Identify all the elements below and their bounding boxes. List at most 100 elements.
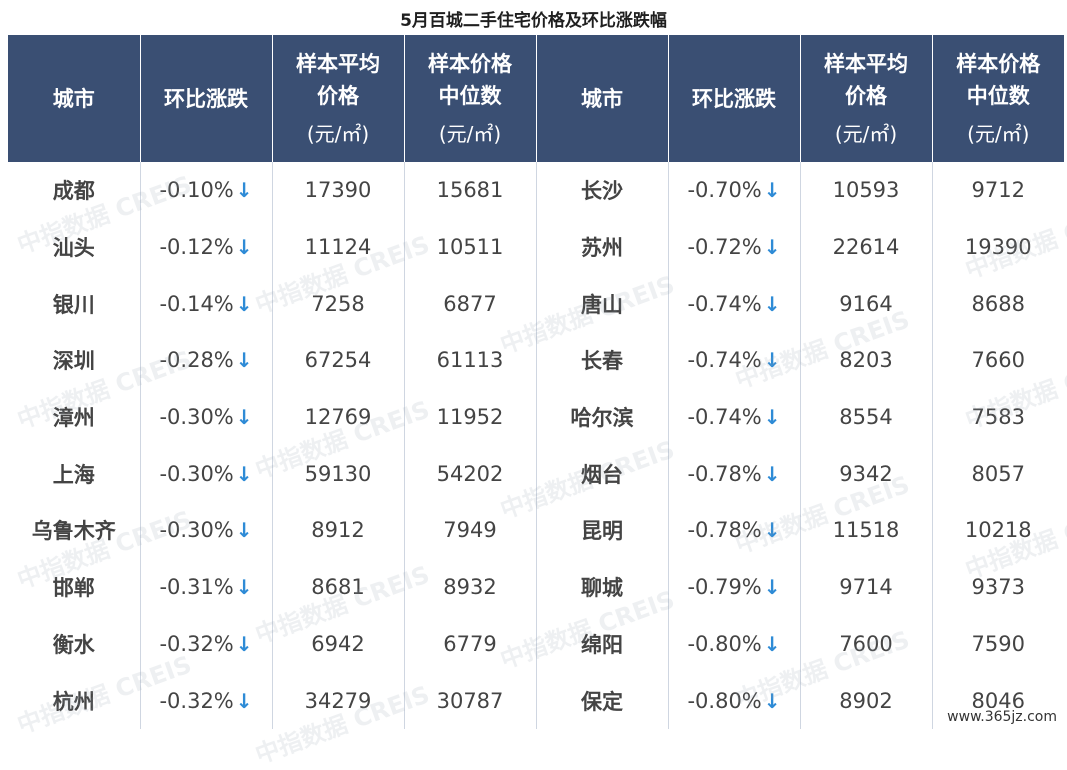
header-city-right: 城市: [536, 35, 669, 162]
down-arrow-icon: ↓: [235, 461, 253, 486]
city-cell: 乌鲁木齐: [8, 502, 141, 559]
city-cell: 长沙: [536, 162, 669, 219]
avg-price-cell: 6942: [272, 615, 405, 673]
change-value: -0.32%: [159, 688, 234, 713]
median-price-cell: 7590: [971, 631, 1025, 656]
down-arrow-icon: ↓: [235, 518, 253, 543]
avg-price-cell: 22614: [800, 218, 933, 276]
down-arrow-icon: ↓: [763, 518, 781, 543]
change-value: -0.74%: [687, 291, 762, 316]
change-value: -0.78%: [687, 518, 762, 543]
change-cell: -0.10% ↓: [140, 162, 273, 219]
down-arrow-icon: ↓: [763, 405, 781, 430]
median-price-cell: 7660: [971, 348, 1025, 373]
down-arrow-icon: ↓: [235, 291, 253, 316]
down-arrow-icon: ↓: [235, 178, 253, 203]
city-cell: 衡水: [8, 615, 141, 673]
city-cell: 长春: [536, 332, 669, 389]
change-cell: -0.74% ↓: [668, 388, 801, 446]
down-arrow-icon: ↓: [235, 631, 253, 656]
change-cell: -0.80% ↓: [668, 615, 801, 673]
median-price-cell: 7949: [404, 502, 537, 559]
down-arrow-icon: ↓: [763, 461, 781, 486]
header-median-left: 样本价格 中位数 (元/㎡): [404, 35, 537, 162]
header-change-right: 环比涨跌: [668, 35, 801, 162]
change-value: -0.30%: [159, 518, 234, 543]
avg-price-cell: 8554: [800, 388, 933, 446]
page-title: 5月百城二手住宅价格及环比涨跌幅: [400, 11, 667, 31]
avg-price-cell: 8902: [800, 672, 933, 729]
median-price-cell: 10218: [964, 518, 1032, 543]
price-table: 城市 环比涨跌 样本平均 价格 (元/㎡) 样本价格 中位数 (元/㎡) 城市 …: [8, 35, 1064, 729]
change-value: -0.80%: [687, 631, 762, 656]
change-cell: -0.79% ↓: [668, 558, 801, 616]
change-value: -0.10%: [159, 178, 234, 203]
down-arrow-icon: ↓: [235, 405, 253, 430]
median-price-cell: 6779: [404, 615, 537, 673]
change-cell: -0.32% ↓: [140, 615, 273, 673]
change-value: -0.74%: [687, 405, 762, 430]
table-row: 深圳 -0.28% ↓ 67254 61113 长春 -0.74% ↓ 8203 7660: [8, 332, 1064, 389]
table-row: 上海 -0.30% ↓ 59130 54202 烟台 -0.78% ↓ 9342 8057: [8, 445, 1064, 503]
avg-price-cell: 7600: [800, 615, 933, 673]
change-cell: -0.74% ↓: [668, 275, 801, 333]
city-cell: 汕头: [8, 218, 141, 276]
table-row: 银川 -0.14% ↓ 7258 6877 唐山 -0.74% ↓ 9164 8688: [8, 275, 1064, 333]
change-value: -0.72%: [687, 235, 762, 260]
header-city-left: 城市: [8, 35, 141, 162]
change-value: -0.80%: [687, 688, 762, 713]
change-cell: -0.72% ↓: [668, 218, 801, 276]
down-arrow-icon: ↓: [763, 575, 781, 600]
city-cell: 唐山: [536, 275, 669, 333]
change-cell: -0.70% ↓: [668, 162, 801, 219]
down-arrow-icon: ↓: [763, 178, 781, 203]
change-value: -0.30%: [159, 461, 234, 486]
table-row: 衡水 -0.32% ↓ 6942 6779 绵阳 -0.80% ↓ 7600 7590: [8, 615, 1064, 673]
avg-price-cell: 8912: [272, 502, 405, 559]
change-value: -0.79%: [687, 575, 762, 600]
median-price-cell: 61113: [404, 332, 537, 389]
down-arrow-icon: ↓: [763, 631, 781, 656]
city-cell: 哈尔滨: [536, 388, 669, 446]
table-row: 汕头 -0.12% ↓ 11124 10511 苏州 -0.72% ↓ 22614 19390: [8, 218, 1064, 276]
avg-price-cell: 34279: [272, 672, 405, 729]
median-price-cell: 10511: [404, 218, 537, 276]
median-price-cell: 9712: [971, 178, 1025, 203]
down-arrow-icon: ↓: [763, 348, 781, 373]
change-cell: -0.12% ↓: [140, 218, 273, 276]
table-row: 邯郸 -0.31% ↓ 8681 8932 聊城 -0.79% ↓ 9714 9373: [8, 558, 1064, 616]
down-arrow-icon: ↓: [235, 348, 253, 373]
avg-price-cell: 9342: [800, 445, 933, 503]
median-price-cell: 54202: [404, 445, 537, 503]
change-cell: -0.80% ↓: [668, 672, 801, 729]
change-cell: -0.74% ↓: [668, 332, 801, 389]
header-median-right: 样本价格 中位数 (元/㎡): [932, 35, 1064, 162]
change-value: -0.12%: [159, 235, 234, 260]
city-cell: 邯郸: [8, 558, 141, 616]
city-cell: 保定: [536, 672, 669, 729]
city-cell: 烟台: [536, 445, 669, 503]
city-cell: 成都: [8, 162, 141, 219]
avg-price-cell: 7258: [272, 275, 405, 333]
header-change-left: 环比涨跌: [140, 35, 273, 162]
city-cell: 深圳: [8, 332, 141, 389]
change-value: -0.74%: [687, 348, 762, 373]
median-price-cell: 15681: [404, 162, 537, 219]
median-price-cell: 6877: [404, 275, 537, 333]
change-cell: -0.31% ↓: [140, 558, 273, 616]
median-price-cell: 19390: [964, 235, 1032, 260]
avg-price-cell: 11518: [800, 502, 933, 559]
city-cell: 绵阳: [536, 615, 669, 673]
table-row: 成都 -0.10% ↓ 17390 15681 长沙 -0.70% ↓ 10593 9712: [8, 162, 1064, 219]
header-avg-left: 样本平均 价格 (元/㎡): [272, 35, 405, 162]
site-watermark: www.365jz.com: [943, 708, 1061, 726]
down-arrow-icon: ↓: [763, 291, 781, 316]
avg-price-cell: 59130: [272, 445, 405, 503]
avg-price-cell: 9714: [800, 558, 933, 616]
down-arrow-icon: ↓: [763, 688, 781, 713]
avg-price-cell: 12769: [272, 388, 405, 446]
city-cell: 杭州: [8, 672, 141, 729]
change-value: -0.78%: [687, 461, 762, 486]
down-arrow-icon: ↓: [235, 575, 253, 600]
avg-price-cell: 8203: [800, 332, 933, 389]
